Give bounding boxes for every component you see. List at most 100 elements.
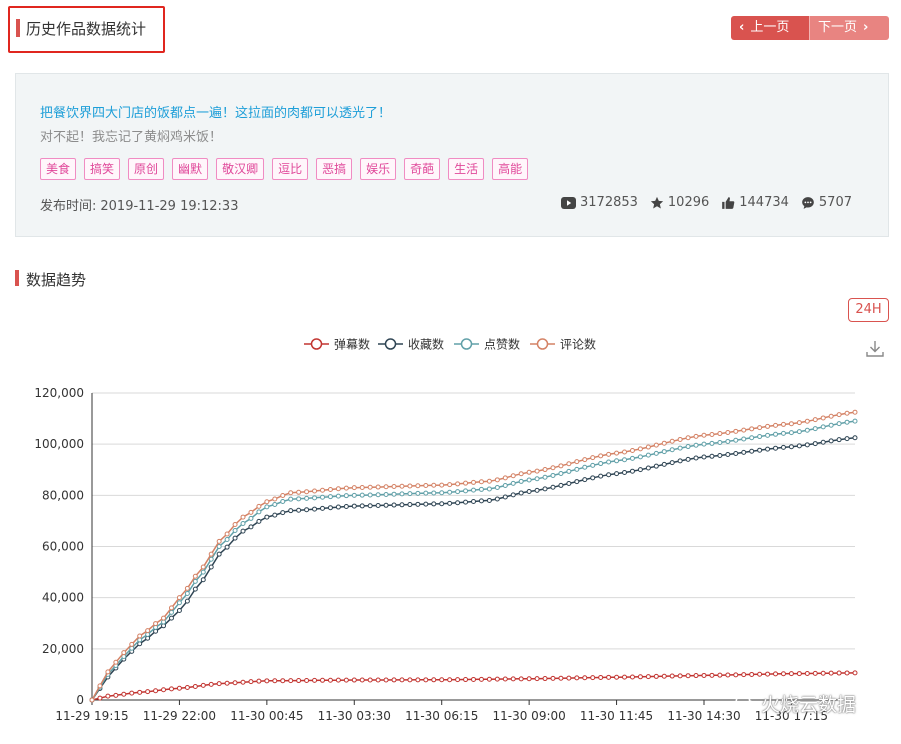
data-point[interactable] xyxy=(502,494,508,500)
data-point[interactable] xyxy=(804,418,810,424)
data-point[interactable] xyxy=(796,671,802,677)
data-point[interactable] xyxy=(232,680,238,686)
data-point[interactable] xyxy=(622,449,628,455)
data-point[interactable] xyxy=(749,671,755,677)
data-point[interactable] xyxy=(455,489,461,495)
data-point[interactable] xyxy=(693,433,699,439)
data-point[interactable] xyxy=(153,688,159,694)
data-point[interactable] xyxy=(431,482,437,488)
data-point[interactable] xyxy=(399,502,405,508)
data-point[interactable] xyxy=(224,680,230,686)
data-point[interactable] xyxy=(669,673,675,679)
data-point[interactable] xyxy=(327,486,333,492)
data-point[interactable] xyxy=(685,673,691,679)
data-point[interactable] xyxy=(685,435,691,441)
data-point[interactable] xyxy=(622,674,628,680)
data-point[interactable] xyxy=(677,445,683,451)
data-point[interactable] xyxy=(280,499,286,505)
data-point[interactable] xyxy=(677,458,683,464)
data-point[interactable] xyxy=(359,492,365,498)
data-point[interactable] xyxy=(208,556,214,562)
data-point[interactable] xyxy=(606,459,612,465)
data-point[interactable] xyxy=(582,675,588,681)
data-point[interactable] xyxy=(478,486,484,492)
data-point[interactable] xyxy=(661,440,667,446)
data-point[interactable] xyxy=(614,674,620,680)
data-point[interactable] xyxy=(359,503,365,509)
data-point[interactable] xyxy=(224,531,230,537)
data-point[interactable] xyxy=(693,455,699,461)
data-point[interactable] xyxy=(367,492,373,498)
data-point[interactable] xyxy=(693,442,699,448)
data-point[interactable] xyxy=(502,483,508,489)
data-point[interactable] xyxy=(844,410,850,416)
data-point[interactable] xyxy=(367,503,373,509)
data-point[interactable] xyxy=(296,489,302,495)
data-point[interactable] xyxy=(192,578,198,584)
data-point[interactable] xyxy=(256,678,262,684)
data-point[interactable] xyxy=(478,498,484,504)
data-point[interactable] xyxy=(804,670,810,676)
data-point[interactable] xyxy=(486,478,492,484)
data-point[interactable] xyxy=(796,420,802,426)
data-point[interactable] xyxy=(590,675,596,681)
data-point[interactable] xyxy=(145,689,151,695)
data-point[interactable] xyxy=(105,693,111,699)
range-24h-button[interactable]: 24H xyxy=(848,298,889,322)
data-point[interactable] xyxy=(590,475,596,481)
data-point[interactable] xyxy=(359,677,365,683)
data-point[interactable] xyxy=(137,689,143,695)
data-point[interactable] xyxy=(319,677,325,683)
data-point[interactable] xyxy=(558,463,564,469)
data-point[interactable] xyxy=(304,489,310,495)
data-point[interactable] xyxy=(725,429,731,435)
data-point[interactable] xyxy=(733,450,739,456)
data-point[interactable] xyxy=(765,671,771,677)
data-point[interactable] xyxy=(367,677,373,683)
data-point[interactable] xyxy=(399,491,405,497)
data-point[interactable] xyxy=(168,615,174,621)
data-point[interactable] xyxy=(296,507,302,513)
data-point[interactable] xyxy=(327,677,333,683)
data-point[interactable] xyxy=(518,490,524,496)
data-point[interactable] xyxy=(820,439,826,445)
data-point[interactable] xyxy=(351,485,357,491)
data-point[interactable] xyxy=(129,641,135,647)
data-point[interactable] xyxy=(296,678,302,684)
data-point[interactable] xyxy=(844,436,850,442)
data-point[interactable] xyxy=(645,674,651,680)
data-point[interactable] xyxy=(669,447,675,453)
data-point[interactable] xyxy=(526,488,532,494)
data-point[interactable] xyxy=(327,494,333,500)
data-point[interactable] xyxy=(701,441,707,447)
data-point[interactable] xyxy=(463,480,469,486)
data-point[interactable] xyxy=(677,436,683,442)
data-point[interactable] xyxy=(653,673,659,679)
data-point[interactable] xyxy=(677,673,683,679)
data-point[interactable] xyxy=(383,502,389,508)
data-point[interactable] xyxy=(439,501,445,507)
data-point[interactable] xyxy=(701,432,707,438)
data-point[interactable] xyxy=(216,551,222,557)
data-point[interactable] xyxy=(312,677,318,683)
data-point[interactable] xyxy=(574,459,580,465)
data-point[interactable] xyxy=(319,487,325,493)
data-point[interactable] xyxy=(304,507,310,513)
tag[interactable]: 原创 xyxy=(128,158,165,180)
data-point[interactable] xyxy=(693,673,699,679)
data-point[interactable] xyxy=(542,467,548,473)
data-point[interactable] xyxy=(447,489,453,495)
data-point[interactable] xyxy=(701,454,707,460)
data-point[interactable] xyxy=(423,490,429,496)
data-point[interactable] xyxy=(645,452,651,458)
data-point[interactable] xyxy=(439,482,445,488)
data-point[interactable] xyxy=(494,676,500,682)
data-point[interactable] xyxy=(335,504,341,510)
data-point[interactable] xyxy=(240,520,246,526)
data-point[interactable] xyxy=(471,487,476,493)
data-point[interactable] xyxy=(510,492,516,498)
data-point[interactable] xyxy=(566,468,572,474)
data-point[interactable] xyxy=(431,677,437,683)
data-point[interactable] xyxy=(685,444,691,450)
data-point[interactable] xyxy=(240,514,246,520)
